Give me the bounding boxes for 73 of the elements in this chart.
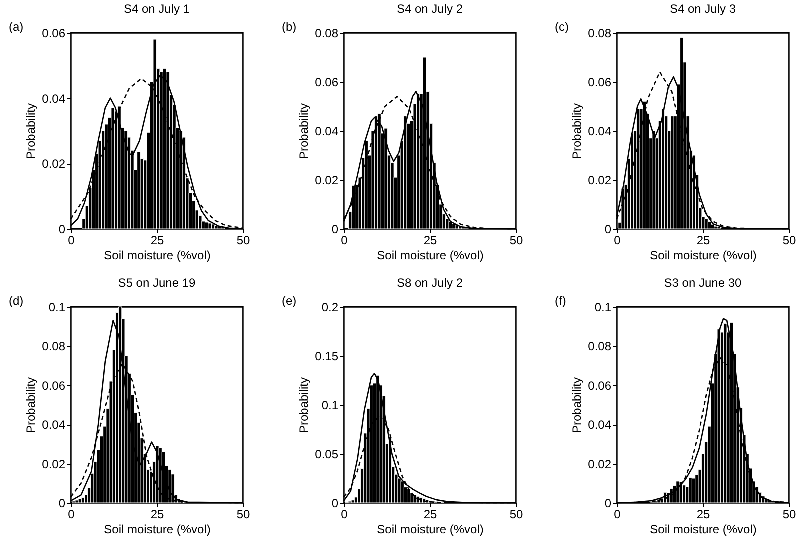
x-tick-label: 50 [782, 508, 796, 522]
x-tick-label: 25 [696, 508, 710, 522]
y-tick-label: 0.06 [315, 76, 339, 90]
x-tick-label: 0 [341, 508, 348, 522]
x-axis-title: Soil moisture (%vol) [377, 248, 484, 262]
y-tick-label: 0.08 [42, 340, 66, 354]
x-tick-label: 50 [510, 234, 524, 248]
y-tick-label: 0 [332, 222, 339, 236]
x-tick-label: 50 [782, 234, 796, 248]
y-tick-label: 0.05 [315, 448, 339, 462]
y-tick-label: 0.06 [588, 76, 612, 90]
y-axis-title: Probability [570, 377, 584, 434]
y-tick-label: 0.02 [588, 457, 612, 472]
y-tick-label: 0.02 [42, 157, 66, 172]
y-tick-label: 0 [58, 222, 66, 236]
x-axis-title: Soil moisture (%vol) [104, 248, 211, 262]
x-tick-label: 0 [614, 234, 622, 248]
text: (c) [555, 20, 569, 34]
y-tick-label: 0.04 [42, 92, 66, 106]
y-tick-label: 0.15 [315, 350, 339, 364]
y-tick-label: 0.04 [588, 418, 612, 432]
x-tick-label: 0 [68, 234, 76, 248]
y-tick-label: 0.06 [588, 378, 612, 393]
y-tick-label: 0 [604, 222, 612, 236]
y-tick-label: 0.04 [42, 418, 66, 432]
y-tick-label: 0.04 [315, 124, 339, 138]
y-tick-label: 0.08 [315, 26, 339, 40]
chart-title: S4 on July 1 [124, 2, 190, 16]
x-axis-title: Soil moisture (%vol) [377, 522, 484, 536]
text: (b) [282, 20, 297, 34]
y-tick-label: 0.1 [48, 300, 66, 314]
x-tick-label: 50 [236, 508, 250, 522]
y-tick-label: 0.02 [315, 174, 339, 188]
x-tick-label: 0 [614, 508, 622, 522]
x-tick-label: 25 [150, 234, 164, 248]
chart-title: S8 on July 2 [396, 276, 464, 290]
x-tick-label: 0 [341, 234, 348, 248]
x-tick-label: 25 [424, 508, 438, 522]
y-axis-title: Probability [297, 103, 312, 160]
x-tick-label: 50 [510, 508, 524, 522]
y-tick-label: 0 [58, 496, 66, 510]
x-axis-title: Soil moisture (%vol) [650, 522, 757, 536]
y-axis-title: Probability [24, 377, 38, 434]
y-tick-label: 0.08 [588, 340, 612, 354]
text: (a) [9, 20, 24, 34]
chart-title: S4 on July 3 [670, 2, 736, 16]
y-tick-label: 0.1 [322, 398, 339, 412]
x-axis-title: Soil moisture (%vol) [104, 522, 211, 536]
y-tick-label: 0.06 [42, 26, 66, 40]
x-tick-label: 0 [68, 508, 76, 522]
y-tick-label: 0.04 [588, 124, 612, 138]
x-axis-title: Soil moisture (%vol) [650, 248, 757, 262]
x-tick-label: 25 [424, 234, 438, 248]
y-tick-label: 0.2 [322, 300, 339, 314]
y-tick-label: 0.02 [588, 174, 612, 188]
y-tick-label: 0.1 [594, 300, 612, 314]
x-tick-label: 25 [696, 234, 710, 248]
y-tick-label: 0.02 [42, 457, 66, 472]
text: (d) [9, 294, 24, 308]
y-tick-label: 0.08 [588, 26, 612, 40]
text: (e) [282, 294, 297, 308]
y-tick-label: 0 [332, 496, 339, 510]
chart-title: S4 on July 2 [396, 2, 464, 16]
chart-title: S3 on June 30 [664, 276, 742, 290]
x-tick-label: 50 [236, 234, 250, 248]
y-axis-title: Probability [570, 103, 584, 160]
y-axis-title: Probability [297, 377, 312, 434]
y-tick-label: 0.06 [42, 378, 66, 393]
y-tick-label: 0 [604, 496, 612, 510]
y-axis-title: Probability [24, 103, 38, 160]
chart-title: S5 on June 19 [118, 276, 196, 290]
x-tick-label: 25 [150, 508, 164, 522]
text: (f) [555, 294, 566, 308]
